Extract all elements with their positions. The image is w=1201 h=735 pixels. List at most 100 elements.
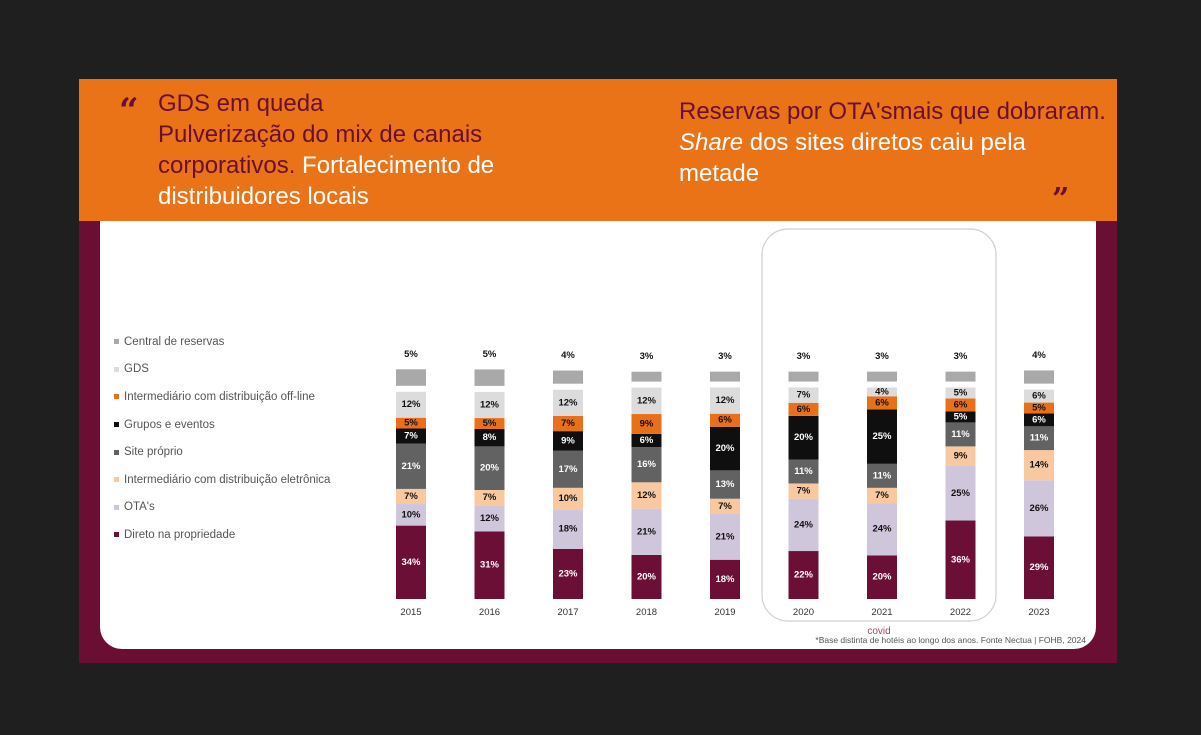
segment-value-label: 21% [637, 526, 657, 537]
bar-segment [1024, 450, 1054, 481]
bar-segment [631, 447, 662, 483]
segment-value-label: 11% [1030, 433, 1049, 444]
stacked-bar-chart: 34% 10% 7% 21% 7% 5% 12% 5% 2015 31% 12% 7% 20% 8% 5% 1… [396, 228, 1054, 637]
segment-value-label: 9% [561, 435, 575, 446]
bar-segment [396, 525, 426, 599]
bar-segment [553, 389, 583, 416]
legend-item: Direto na propriedade [114, 521, 330, 549]
segment-value-label: 23% [558, 568, 578, 579]
segment-value-label: 6% [797, 404, 811, 415]
x-tick-label: 2019 [714, 607, 735, 618]
segment-value-label: 7% [404, 491, 418, 502]
segment-value-label: 4% [561, 350, 575, 361]
bar-segment [867, 555, 897, 599]
bar-segment [1024, 370, 1054, 384]
legend-label: Intermediário com distribuição off-line [124, 390, 315, 403]
bar-segment [396, 417, 426, 429]
segment-value-label: 5% [404, 418, 418, 429]
bar-segment [631, 387, 662, 415]
segment-value-label: 9% [954, 451, 968, 462]
segment-value-label: 14% [1029, 460, 1049, 471]
bar-segment [553, 450, 583, 488]
bar-segment [474, 531, 505, 599]
segment-value-label: 12% [480, 399, 500, 410]
x-tick-label: 2015 [400, 607, 421, 618]
bar-segment [945, 387, 976, 399]
legend-label: Central de reservas [124, 335, 225, 348]
legend-swatch [114, 422, 119, 428]
bar-segment [788, 415, 819, 460]
legend-item: Grupos e eventos [114, 411, 330, 439]
segment-value-label: 20% [794, 432, 814, 443]
x-tick-label: 2022 [950, 607, 971, 618]
open-quote-icon: “ [119, 91, 139, 131]
headline-left: GDS em queda Pulverização do mix de canai… [158, 88, 598, 212]
segment-value-label: 9% [640, 418, 654, 429]
segment-value-label: 4% [875, 386, 889, 397]
segment-value-label: 11% [951, 429, 970, 440]
segment-value-label: 29% [1029, 562, 1049, 573]
segment-value-label: 8% [483, 432, 497, 443]
legend-swatch [114, 504, 119, 510]
segment-value-label: 5% [954, 411, 968, 422]
segment-value-label: 12% [558, 397, 578, 408]
x-tick-label: 2020 [793, 607, 814, 618]
bar-segment [396, 488, 426, 505]
x-tick-label: 2023 [1028, 607, 1049, 618]
segment-value-label: 36% [951, 554, 971, 565]
bar-segment [867, 409, 897, 464]
chart-legend: Central de reservas GDS Intermediário com … [114, 328, 330, 549]
bar-segment [710, 470, 740, 499]
bar-segment [788, 498, 819, 552]
segment-value-label: 11% [794, 466, 813, 477]
x-tick-label: 2016 [479, 607, 500, 618]
segment-value-label: 5% [954, 387, 968, 398]
segment-value-label: 25% [872, 431, 892, 442]
segment-value-label: 6% [640, 435, 654, 446]
segment-value-label: 12% [480, 513, 500, 524]
bar-segment [474, 418, 505, 429]
segment-value-label: 3% [875, 351, 889, 362]
bar-segment [396, 369, 426, 386]
segment-value-label: 20% [872, 572, 892, 583]
headline-right: Reservas por OTA'smais que dobraram. Sha… [679, 96, 1109, 189]
legend-swatch [114, 339, 119, 345]
segment-value-label: 12% [637, 395, 657, 406]
bar-segment [396, 504, 426, 526]
segment-value-label: 6% [718, 415, 732, 426]
segment-value-label: 3% [954, 351, 968, 362]
segment-value-label: 5% [404, 349, 418, 360]
legend-swatch [114, 532, 119, 538]
x-tick-label: 2017 [557, 607, 578, 618]
bar-segment [788, 551, 819, 599]
headline-right-share: Share [679, 129, 744, 156]
segment-value-label: 31% [480, 560, 500, 571]
covid-highlight-box [761, 228, 997, 622]
bar-segment [1024, 480, 1054, 537]
bar-segment [710, 498, 740, 514]
legend-label: GDS [124, 363, 149, 376]
bar-segment [788, 387, 819, 403]
bar-segment [474, 505, 505, 532]
segment-value-label: 3% [797, 351, 811, 362]
bar-segment [945, 422, 976, 447]
bar-segment [1024, 426, 1054, 451]
segment-value-label: 6% [1032, 391, 1046, 402]
bar-segment [867, 463, 897, 488]
slide: “ GDS em queda Pulverização do mix de can… [79, 79, 1117, 663]
segment-value-label: 24% [872, 524, 892, 535]
segment-value-label: 20% [480, 463, 500, 474]
x-tick-label: 2018 [636, 607, 657, 618]
segment-value-label: 26% [1029, 503, 1049, 514]
segment-value-label: 20% [715, 443, 735, 454]
bar-segment [396, 391, 426, 418]
bar-segment [553, 487, 583, 510]
legend-label: OTA's [124, 501, 155, 514]
bar-segment [631, 371, 662, 382]
segment-value-label: 13% [715, 479, 735, 490]
bar-segment [631, 508, 662, 555]
bar-segment [867, 487, 897, 504]
segment-value-label: 11% [873, 470, 892, 481]
segment-value-label: 10% [401, 509, 421, 520]
bar-segment [1024, 389, 1054, 403]
